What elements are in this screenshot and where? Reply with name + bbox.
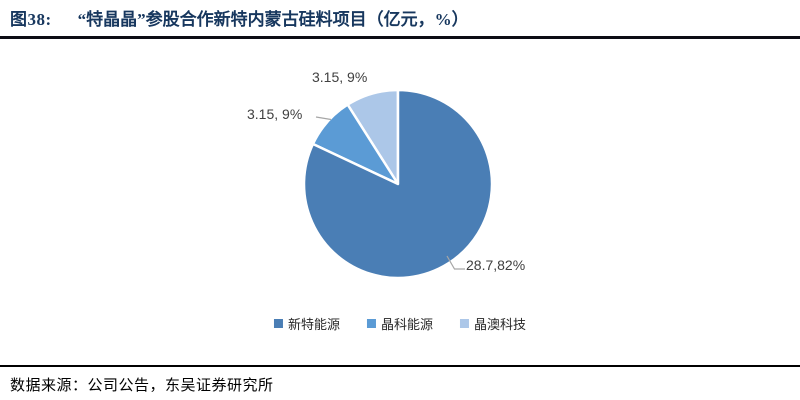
legend-swatch-icon: [366, 319, 376, 328]
header-divider: [0, 36, 800, 39]
legend-item-xinte: 新特能源: [273, 314, 340, 333]
legend-item-jinko: 晶科能源: [366, 314, 434, 333]
figure-number: 图38:: [10, 10, 52, 29]
legend-label: 晶澳科技: [474, 317, 527, 332]
legend-label: 新特能源: [287, 317, 340, 332]
data-label-ja: 3.15, 9%: [312, 69, 368, 85]
legend-swatch-icon: [460, 319, 470, 328]
data-label-xinte: 28.7,82%: [466, 257, 526, 273]
legend-item-ja: 晶澳科技: [460, 314, 526, 333]
leader-line-left-slice: [315, 116, 332, 121]
data-label-jinko: 3.15, 9%: [247, 106, 303, 122]
legend-swatch-icon: [273, 319, 283, 328]
pie-slice-0: [302, 88, 494, 280]
figure-header: 图38: “特晶晶”参股合作新特内蒙古硅料项目（亿元，%）: [10, 8, 790, 32]
figure-title: “特晶晶”参股合作新特内蒙古硅料项目（亿元，%）: [77, 10, 469, 29]
legend-label: 晶科能源: [380, 317, 434, 332]
data-source-note: 数据来源：公司公告，东吴证券研究所: [10, 378, 274, 394]
chart-legend: 新特能源 晶科能源 晶澳科技: [273, 314, 526, 333]
leader-line-main-slice: [446, 255, 465, 270]
footer-divider: [0, 365, 800, 367]
